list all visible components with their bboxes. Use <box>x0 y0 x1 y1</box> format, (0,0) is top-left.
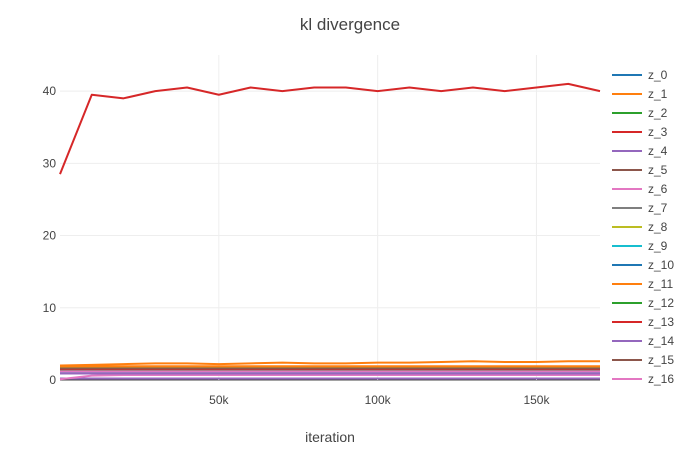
legend-item-z-8[interactable]: z_8 <box>612 220 668 234</box>
legend-label: z_15 <box>648 353 674 367</box>
legend-label: z_7 <box>648 201 668 215</box>
legend-label: z_8 <box>648 220 668 234</box>
legend-item-z-7[interactable]: z_7 <box>612 201 668 215</box>
legend-item-z-3[interactable]: z_3 <box>612 125 668 139</box>
legend-label: z_13 <box>648 315 674 329</box>
legend-item-z-0[interactable]: z_0 <box>612 68 668 82</box>
series-line-z-6[interactable] <box>59 373 600 381</box>
legend-item-z-12[interactable]: z_12 <box>612 296 674 310</box>
legend-label: z_6 <box>648 182 668 196</box>
x-tick-label: 150k <box>523 393 550 407</box>
y-tick-label: 20 <box>43 229 57 243</box>
legend-label: z_2 <box>648 106 668 120</box>
legend-item-z-13[interactable]: z_13 <box>612 315 674 329</box>
legend-label: z_4 <box>648 144 668 158</box>
legend-item-z-10[interactable]: z_10 <box>612 258 674 272</box>
legend-label: z_1 <box>648 87 668 101</box>
series-line-z-1[interactable] <box>59 360 600 367</box>
legend-item-z-6[interactable]: z_6 <box>612 182 668 196</box>
legend-item-z-9[interactable]: z_9 <box>612 239 668 253</box>
y-tick-label: 10 <box>43 301 57 315</box>
legend-label: z_0 <box>648 68 668 82</box>
plot-area <box>59 82 601 381</box>
axes: 0 10 20 30 40 50k 100k 150k <box>43 84 551 407</box>
legend-item-z-4[interactable]: z_4 <box>612 144 668 158</box>
x-tick-label: 100k <box>365 393 392 407</box>
legend-label: z_3 <box>648 125 668 139</box>
legend-label: z_10 <box>648 258 674 272</box>
legend-label: z_14 <box>648 334 674 348</box>
legend-label: z_16 <box>648 372 674 386</box>
legend-item-z-1[interactable]: z_1 <box>612 87 668 101</box>
y-tick-label: 40 <box>43 84 57 98</box>
legend-item-z-14[interactable]: z_14 <box>612 334 674 348</box>
series-line-z-3[interactable] <box>59 82 601 175</box>
legend-label: z_11 <box>648 277 673 291</box>
x-tick-label: 50k <box>209 393 229 407</box>
legend-label: z_12 <box>648 296 674 310</box>
legend-label: z_9 <box>648 239 668 253</box>
legend-item-z-11[interactable]: z_11 <box>612 277 673 291</box>
gridlines <box>60 55 600 381</box>
legend-item-z-2[interactable]: z_2 <box>612 106 668 120</box>
legend-item-z-5[interactable]: z_5 <box>612 163 668 177</box>
legend-label: z_5 <box>648 163 668 177</box>
legend-item-z-15[interactable]: z_15 <box>612 353 674 367</box>
x-axis-title: iteration <box>305 429 355 445</box>
legend[interactable]: z_0 z_1 z_2 z_3 z_4 z_5 z_6 z_7 z_8 z_9 z_10 z_11 z_… <box>612 68 674 386</box>
y-tick-label: 30 <box>43 156 57 170</box>
legend-item-z-16[interactable]: z_16 <box>612 372 674 386</box>
y-tick-label: 0 <box>49 373 56 387</box>
chart-title: kl divergence <box>300 15 400 34</box>
